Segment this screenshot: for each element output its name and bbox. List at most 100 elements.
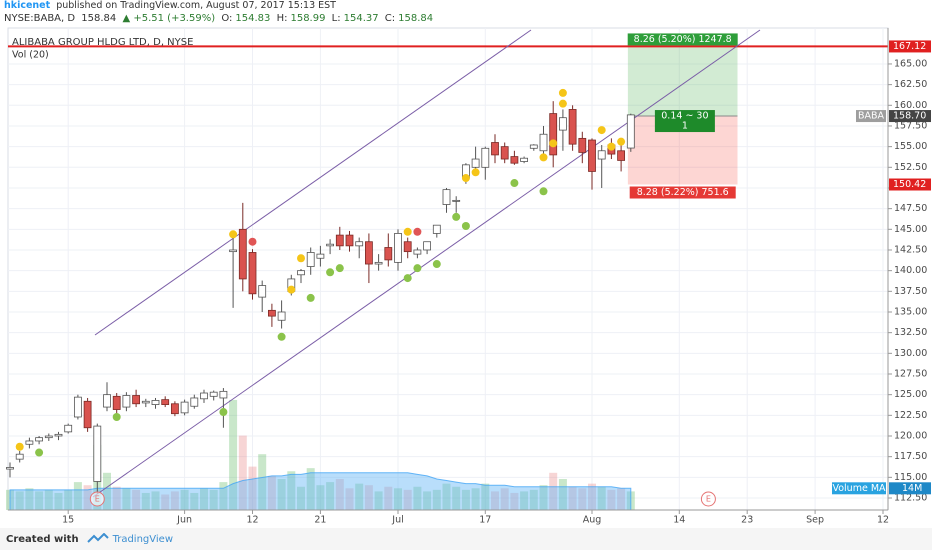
x-tick-label: 15 [62, 515, 74, 526]
y-tick-label: 125.00 [894, 389, 927, 400]
x-tick-label: 14 [673, 515, 685, 526]
volume-bar [297, 486, 306, 510]
volume-bar [403, 489, 412, 510]
indicator-dot [219, 408, 228, 417]
y-tick-label: 112.50 [894, 493, 927, 504]
candle-body [335, 234, 344, 247]
volume-bar [413, 486, 422, 510]
ohlc-key: O: [221, 13, 233, 24]
x-tick-label: 21 [314, 515, 326, 526]
indicator-dot [432, 260, 441, 269]
indicator-dot [452, 212, 461, 221]
ohlc-value: 154.83 [235, 13, 271, 24]
price-label: 158.70 [893, 111, 926, 122]
x-tick-label: Aug [583, 515, 602, 526]
y-tick-label: 127.50 [894, 368, 927, 379]
published-text: published on TradingView.com, August 07,… [53, 0, 336, 11]
ohlc-key: C: [384, 13, 396, 24]
volume-bar [529, 489, 538, 510]
candle-body [141, 400, 150, 404]
candle-body [539, 133, 548, 152]
indicator-dot [306, 293, 315, 302]
volume-bar [597, 486, 606, 510]
candle-body [190, 397, 199, 407]
volume-bar [267, 475, 276, 510]
publisher[interactable]: hkicenet [4, 0, 51, 11]
candle-body [258, 285, 267, 298]
earnings-marker [89, 491, 105, 507]
symbol-tag: BABA [858, 111, 885, 122]
candle-body [73, 396, 82, 418]
volume-bar [258, 454, 267, 510]
y-tick-label: 165.00 [894, 58, 927, 69]
volume-bar [335, 479, 344, 510]
volume-bar [83, 485, 92, 510]
candle-body [491, 142, 499, 156]
candle-body [151, 400, 160, 405]
price-label-box [889, 110, 931, 123]
trend-line[interactable] [92, 29, 761, 498]
plot-area [7, 27, 889, 511]
indicator-dot [277, 332, 286, 341]
indicator-dot [617, 137, 626, 146]
symbol: NYSE:BABA, D [4, 13, 76, 24]
volume-ma-area [9, 472, 632, 511]
candle-body [559, 117, 567, 131]
candle-body [103, 394, 111, 408]
brand[interactable]: TradingView [112, 533, 173, 545]
volume-bar [102, 472, 111, 510]
candle-body [588, 139, 596, 172]
last-price: 158.84 [81, 13, 117, 24]
volume-bar [180, 489, 189, 510]
volume-bar [141, 492, 150, 510]
axis-layer: 112.50 115.00 117.50 120.00 122.50 125.00 127.… [62, 40, 931, 526]
volume-bar [64, 489, 73, 510]
volume-bar [510, 492, 519, 510]
candle-body [35, 437, 43, 442]
trend-line[interactable] [94, 29, 532, 336]
x-tick-label: Sep [806, 515, 824, 526]
volume-bar [617, 488, 626, 510]
x-tick-label: 12 [246, 515, 258, 526]
candle-body [200, 392, 208, 400]
volume-bar [423, 491, 432, 510]
indicator-dot [229, 230, 238, 239]
candle-body [578, 137, 587, 153]
candle-body [306, 252, 315, 267]
candle-body [83, 400, 92, 429]
volume-bar [161, 494, 170, 510]
ohlc-value: 158.84 [398, 13, 434, 24]
volume-bar [209, 489, 218, 510]
y-tick-label: 130.00 [894, 348, 927, 359]
candle-body [432, 224, 441, 234]
volume-bar [607, 489, 616, 510]
volume-bar [549, 472, 558, 510]
earnings-label: E [706, 495, 711, 504]
volume-bar [568, 486, 577, 510]
x-tick-label: 12 [877, 515, 889, 526]
candle-body [248, 252, 257, 295]
volume-bar [122, 488, 131, 510]
indicator-dot [539, 153, 548, 162]
volume-bar [15, 491, 24, 510]
y-tick-label: 142.50 [894, 244, 927, 255]
indicator-dot [461, 174, 470, 183]
volume-bar [491, 491, 500, 510]
volume-bar [442, 483, 451, 510]
volume-bar [558, 479, 567, 510]
y-tick-label: 117.50 [894, 451, 927, 462]
candle-body [64, 424, 73, 433]
candle-body [25, 440, 34, 445]
candle-body [481, 147, 490, 168]
candle-body [471, 158, 480, 168]
y-tick-label: 155.00 [894, 141, 927, 152]
indicator-dot [510, 179, 519, 188]
indicator-dot [403, 274, 412, 283]
volume-legend: Vol (20) [12, 50, 49, 61]
candle-body [268, 309, 276, 317]
volume-bar [432, 489, 441, 510]
candle-body [510, 156, 519, 164]
volume-bar [248, 466, 257, 510]
volume-bar [132, 489, 141, 510]
indicator-dot [461, 222, 470, 231]
